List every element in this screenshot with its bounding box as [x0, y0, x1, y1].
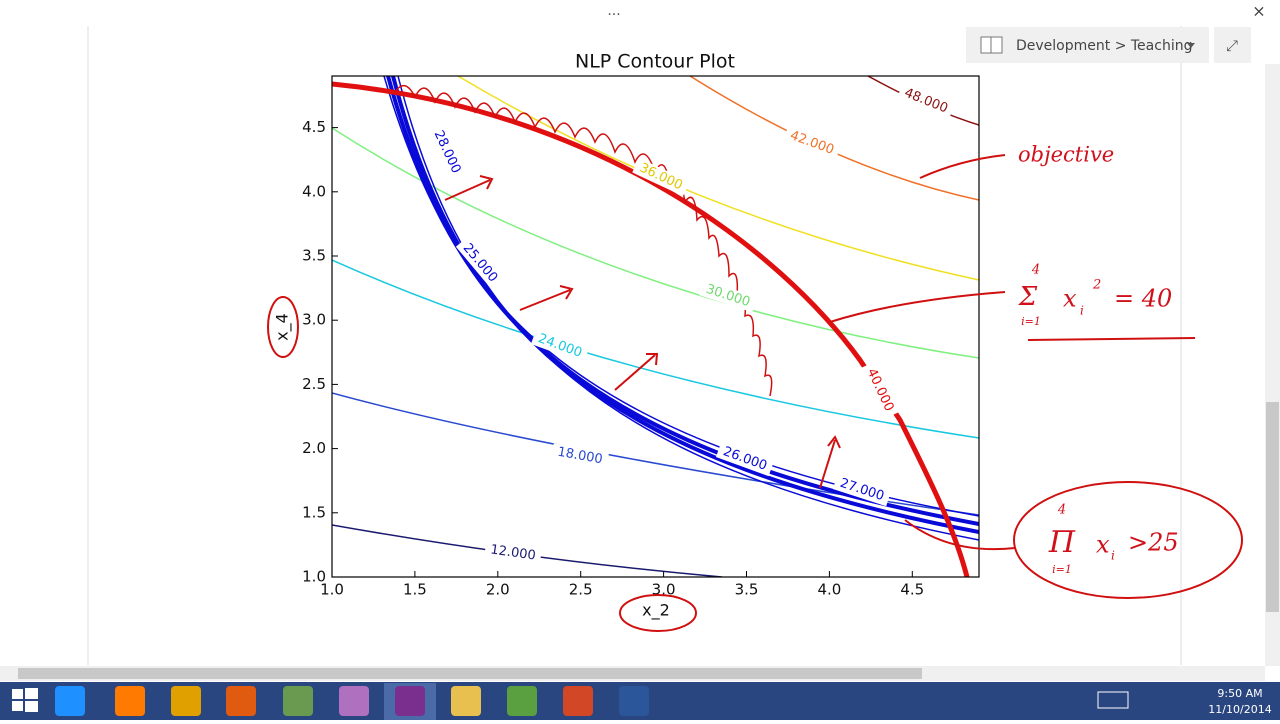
taskbar-app[interactable] — [115, 686, 145, 716]
logo-part — [25, 701, 38, 712]
handwritten-squiggle — [394, 84, 773, 397]
contour-label-bg — [530, 328, 590, 364]
ink-circle — [619, 594, 697, 632]
taskbar-app[interactable] — [395, 686, 425, 716]
x-tick-label: 2.0 — [486, 581, 510, 599]
ink-line — [919, 154, 1006, 179]
notebook-nav[interactable] — [966, 27, 1209, 63]
x-tick-label: 1.5 — [403, 581, 427, 599]
sum-var: x — [1063, 285, 1077, 313]
y-label: x_4 — [273, 313, 293, 341]
product-var: x — [1096, 531, 1110, 559]
expand-button[interactable] — [1214, 27, 1251, 63]
x-tick-label: 4.5 — [900, 581, 924, 599]
clock-date[interactable]: 11/10/2014 — [1208, 703, 1271, 716]
y-tick-label: 3.5 — [302, 247, 326, 265]
x-tick-label: 2.5 — [569, 581, 593, 599]
contour-label-bg — [715, 441, 775, 477]
product-upper: 4 — [1057, 503, 1066, 518]
contour-label-bg — [698, 279, 758, 313]
product-rhs: >25 — [1128, 529, 1179, 557]
y-tick-label: 3.0 — [302, 311, 326, 329]
product-sub: i — [1111, 549, 1115, 563]
taskbar-app[interactable] — [451, 686, 481, 716]
menu-dots[interactable]: ... — [607, 3, 620, 19]
ink-arrow — [444, 175, 494, 201]
ink-arrow — [614, 353, 659, 391]
plot-frame — [331, 75, 980, 578]
product-symbol: Π — [1048, 525, 1076, 560]
taskbar-app[interactable] — [619, 686, 649, 716]
contour-label-bg — [860, 361, 900, 419]
annotation-objective: objective — [1018, 143, 1114, 167]
ink-line — [829, 291, 1006, 323]
h-scroll-thumb[interactable] — [18, 668, 922, 679]
y-tick-label: 1.0 — [302, 568, 326, 586]
taskbar-app[interactable] — [55, 686, 85, 716]
ink-arrow — [519, 285, 574, 311]
expand-icon: ⤢ — [1226, 37, 1239, 55]
contour-label-bg — [897, 83, 955, 119]
constraint-line — [397, 76, 979, 541]
contour-label-bg — [832, 473, 892, 507]
y-tick-label: 1.5 — [302, 503, 326, 521]
ink-line — [904, 519, 1016, 551]
logo-part — [12, 701, 23, 711]
start-button[interactable] — [12, 688, 38, 712]
product-lower: i=1 — [1052, 563, 1072, 576]
logo-part — [12, 689, 23, 699]
sum-upper: 4 — [1031, 263, 1040, 278]
sum-symbol: Σ — [1018, 282, 1038, 312]
contour-label-bg — [551, 443, 609, 469]
taskbar-app[interactable] — [171, 686, 201, 716]
ink-underline — [1027, 337, 1196, 341]
ink — [267, 154, 1243, 632]
scroll-thumb[interactable] — [1266, 402, 1279, 612]
taskbar-app[interactable] — [507, 686, 537, 716]
x-tick-label: 3.5 — [735, 581, 759, 599]
contour-label-bg — [455, 236, 505, 290]
taskbar-app[interactable] — [339, 686, 369, 716]
breadcrumb[interactable]: Development > Teaching — [1016, 38, 1192, 54]
x-tick-label: 3.0 — [652, 581, 676, 599]
ink-arrow — [819, 435, 841, 489]
sum-lower: i=1 — [1021, 315, 1041, 328]
sum-rhs: = 40 — [1114, 285, 1172, 313]
taskbar-app[interactable] — [226, 686, 256, 716]
ink-circle — [1013, 481, 1243, 599]
y-tick-label: 4.0 — [302, 182, 326, 200]
ink-circle — [267, 296, 299, 358]
sum-sup: 2 — [1092, 278, 1101, 293]
close-button[interactable]: × — [1252, 2, 1265, 21]
x-tick-label: 1.0 — [320, 581, 344, 599]
clock-time[interactable]: 9:50 AM — [1217, 687, 1262, 700]
contour-plot: NLP Contour Plot 1.0 1.5 2.0 2.5 3.0 3.5 4.0 4.… — [273, 51, 980, 621]
logo-part — [25, 688, 38, 699]
contour-line — [332, 127, 979, 359]
constraint-line — [391, 76, 979, 534]
constraint-line — [383, 76, 979, 517]
dropdown-arrow[interactable] — [1187, 43, 1195, 48]
taskbar-app[interactable] — [563, 686, 593, 716]
contour-label-bg — [427, 123, 467, 181]
keyboard-icon[interactable] — [1097, 691, 1129, 709]
sum-sub: i — [1080, 304, 1084, 318]
contour-label: 12.000 — [489, 542, 536, 563]
constraint-line — [332, 81, 970, 577]
y-tick-label: 2.5 — [302, 375, 326, 393]
taskbar-app[interactable] — [283, 686, 313, 716]
contour-label-bg — [632, 157, 690, 197]
y-tick-label: 4.5 — [302, 118, 326, 136]
y-tick-label: 2.0 — [302, 439, 326, 457]
contour-line — [332, 259, 979, 439]
x-label: x_2 — [642, 601, 670, 621]
plot-title: NLP Contour Plot — [575, 51, 735, 73]
contour-label-bg — [484, 541, 542, 565]
contour-label-bg — [782, 125, 842, 161]
x-tick-label: 4.0 — [817, 581, 841, 599]
